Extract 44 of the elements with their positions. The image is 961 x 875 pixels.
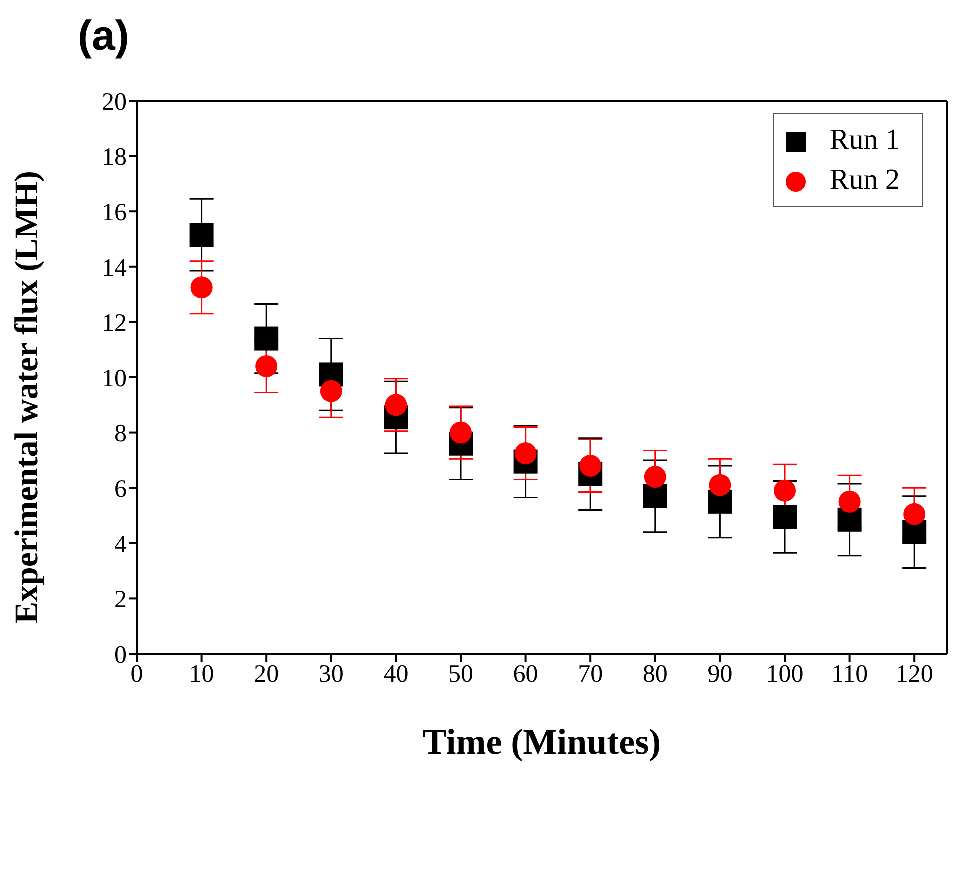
- point: [773, 505, 797, 530]
- x-tick-label: 50: [448, 660, 474, 688]
- point: [385, 394, 408, 416]
- x-tick-label: 30: [318, 660, 344, 688]
- y-tick-label: 0: [114, 642, 127, 669]
- y-tick-label: 20: [102, 88, 127, 116]
- x-tick-label: 110: [832, 660, 868, 688]
- y-tick-label: 14: [102, 254, 128, 282]
- y-tick-label: 2: [114, 586, 127, 614]
- y-tick-label: 10: [102, 365, 127, 392]
- point: [580, 454, 602, 477]
- y-tick-label: 16: [102, 199, 127, 226]
- point: [904, 503, 926, 526]
- point: [644, 466, 666, 488]
- point: [254, 326, 279, 351]
- x-axis-title: Time (Minutes): [422, 722, 662, 762]
- legend-label: Run 2: [830, 164, 900, 196]
- y-tick-label: 12: [102, 310, 127, 338]
- y-tick-label: 6: [114, 476, 127, 503]
- y-tick-label: 18: [102, 144, 127, 172]
- x-tick-label: 80: [642, 660, 668, 688]
- point: [450, 422, 472, 444]
- x-tick-label: 100: [766, 660, 804, 688]
- point: [320, 380, 342, 402]
- x-tick-label: 40: [384, 660, 409, 688]
- x-tick-label: 10: [189, 660, 214, 688]
- point: [190, 223, 214, 248]
- point: [774, 480, 796, 502]
- x-tick-label: 20: [254, 660, 280, 688]
- y-axis-title: Experimental water flux (LMH): [10, 170, 46, 624]
- point: [256, 355, 278, 378]
- x-tick-label: 70: [578, 660, 604, 688]
- x-tick-label: 60: [513, 660, 538, 688]
- x-tick-label: 120: [896, 660, 934, 688]
- chart-title: (a): [78, 12, 130, 60]
- y-tick-label: 4: [114, 531, 128, 558]
- point: [190, 276, 213, 299]
- legend-label: Run 1: [830, 124, 900, 156]
- x-tick-label: 90: [708, 660, 733, 688]
- point: [643, 484, 668, 508]
- point: [709, 474, 732, 496]
- y-tick-label: 8: [114, 420, 127, 448]
- point: [838, 490, 861, 513]
- point: [514, 442, 537, 465]
